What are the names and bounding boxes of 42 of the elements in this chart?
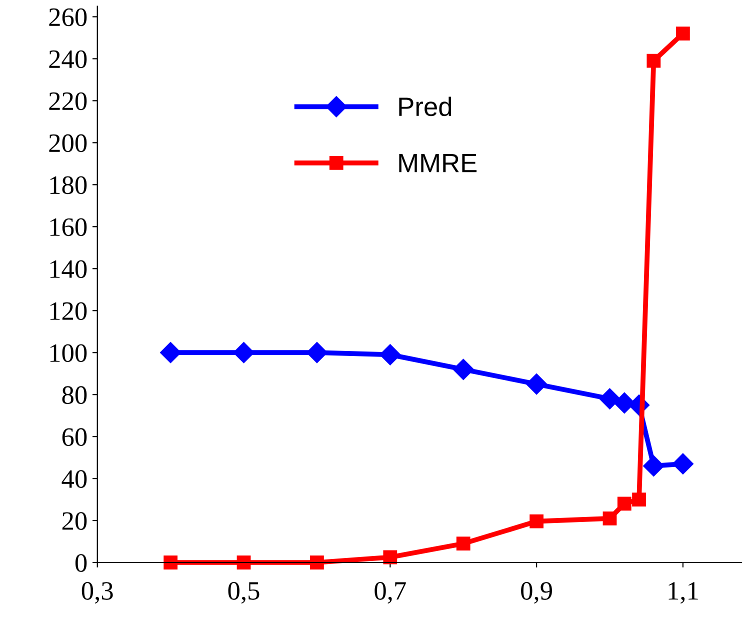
y-tick-label: 200 (49, 134, 87, 152)
x-tick-label: 0,3 (82, 582, 113, 604)
point (646, 54, 661, 68)
y-tick-label: 0 (75, 554, 87, 572)
y-tick-label: 140 (50, 260, 87, 278)
point (233, 342, 254, 364)
point (599, 388, 620, 410)
point (160, 342, 182, 364)
y-tick-label: 80 (62, 386, 87, 404)
x-tick-label: 0,7 (374, 582, 406, 604)
y-tick-label: 120 (50, 302, 87, 320)
point (530, 514, 544, 528)
point (380, 344, 401, 366)
point (383, 550, 398, 564)
y-tick-label: 60 (62, 428, 87, 446)
point (643, 455, 664, 476)
y-tick-label: 220 (49, 92, 87, 110)
point (614, 392, 635, 414)
y-tick-label: 240 (49, 50, 87, 68)
point (526, 374, 548, 395)
point (164, 556, 178, 570)
y-tick-label: 100 (50, 344, 87, 362)
point (456, 536, 470, 551)
legend-label: MMRE (399, 154, 477, 172)
x-tick-label: 1,1 (668, 582, 698, 604)
y-tick-label: 160 (50, 218, 87, 236)
point (310, 556, 324, 570)
point (602, 511, 617, 526)
y-tick-label: 20 (62, 512, 87, 530)
point (632, 492, 646, 506)
y-tick-label: 260 (49, 8, 87, 26)
x-tick-label: 0,5 (228, 582, 260, 604)
y-tick-label: 40 (62, 470, 87, 488)
x-tick-label: 0,9 (521, 582, 552, 604)
legend-label: Pred (399, 96, 452, 116)
point (676, 26, 690, 40)
point (452, 358, 474, 380)
y-tick-label: 180 (50, 176, 87, 194)
point (236, 556, 251, 570)
point (617, 496, 632, 511)
point (306, 342, 328, 364)
point (672, 453, 694, 474)
